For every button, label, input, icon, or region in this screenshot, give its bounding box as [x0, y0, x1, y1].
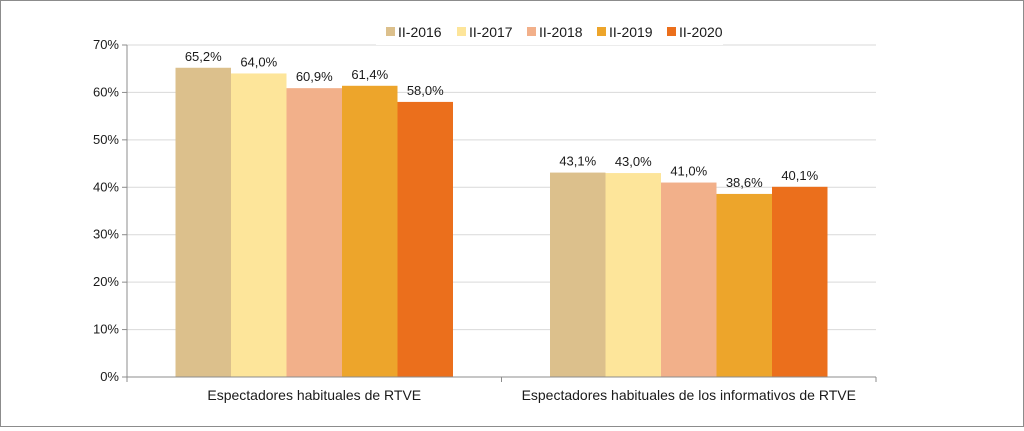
y-tick-label: 0%	[100, 369, 119, 384]
bar	[605, 173, 661, 377]
category-label: Espectadores habituales de RTVE	[207, 387, 421, 403]
data-label: 64,0%	[240, 54, 277, 69]
data-label: 41,0%	[670, 164, 707, 179]
bar	[397, 101, 453, 378]
y-tick-label: 30%	[93, 227, 119, 242]
y-tick-label: 60%	[93, 84, 119, 99]
data-label: 40,1%	[781, 168, 818, 183]
data-label: 60,9%	[296, 69, 333, 84]
bar	[286, 88, 342, 377]
y-tick-label: 40%	[93, 179, 119, 194]
bar	[661, 182, 717, 377]
legend-swatch	[527, 27, 536, 36]
category-labels: Espectadores habituales de RTVE Espectado…	[207, 387, 856, 403]
bars	[175, 67, 828, 378]
y-tick-label: 10%	[93, 322, 119, 337]
data-label: 38,6%	[726, 175, 763, 190]
bar	[550, 172, 606, 377]
y-tick-label: 70%	[93, 37, 119, 52]
data-label: 43,0%	[615, 154, 652, 169]
bar	[342, 85, 398, 377]
bar	[716, 193, 772, 377]
legend: II-2016 II-2017 II-2018 II-2019 II-2020	[376, 19, 723, 45]
category-label: Espectadores habituales de los informati…	[522, 387, 856, 403]
bar	[772, 186, 828, 377]
legend-swatch	[386, 27, 395, 36]
axes	[122, 44, 877, 382]
legend-swatch	[597, 27, 606, 36]
y-tick-labels: 0% 10% 20% 30% 40% 50% 60% 70%	[93, 37, 119, 384]
legend-label: II-2016	[398, 24, 442, 40]
legend-swatch	[457, 27, 466, 36]
legend-label: II-2018	[539, 24, 583, 40]
bar	[231, 73, 287, 377]
data-label: 65,2%	[185, 49, 222, 64]
legend-swatch	[667, 27, 676, 36]
legend-label: II-2017	[469, 24, 513, 40]
y-tick-label: 20%	[93, 274, 119, 289]
data-label: 61,4%	[351, 67, 388, 82]
legend-label: II-2020	[679, 24, 723, 40]
legend-label: II-2019	[609, 24, 653, 40]
data-labels: 65,2% 64,0% 60,9% 61,4% 58,0% 43,1% 43,0% 41,0%…	[185, 49, 819, 190]
data-label: 43,1%	[559, 154, 596, 169]
legend-box	[376, 19, 723, 45]
y-tick-label: 50%	[93, 132, 119, 147]
data-label: 58,0%	[407, 83, 444, 98]
bar	[175, 67, 231, 377]
